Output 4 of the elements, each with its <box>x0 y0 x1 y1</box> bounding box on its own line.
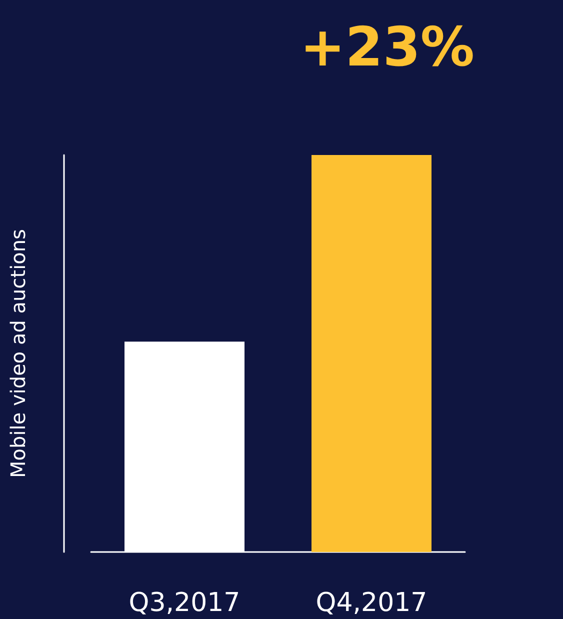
x-tick-label: Q3,2017 <box>128 588 240 618</box>
y-axis-title: Mobile video ad auctions <box>6 229 30 478</box>
text: +23% <box>300 16 474 78</box>
x-tick-label: Q4,2017 <box>316 588 428 618</box>
